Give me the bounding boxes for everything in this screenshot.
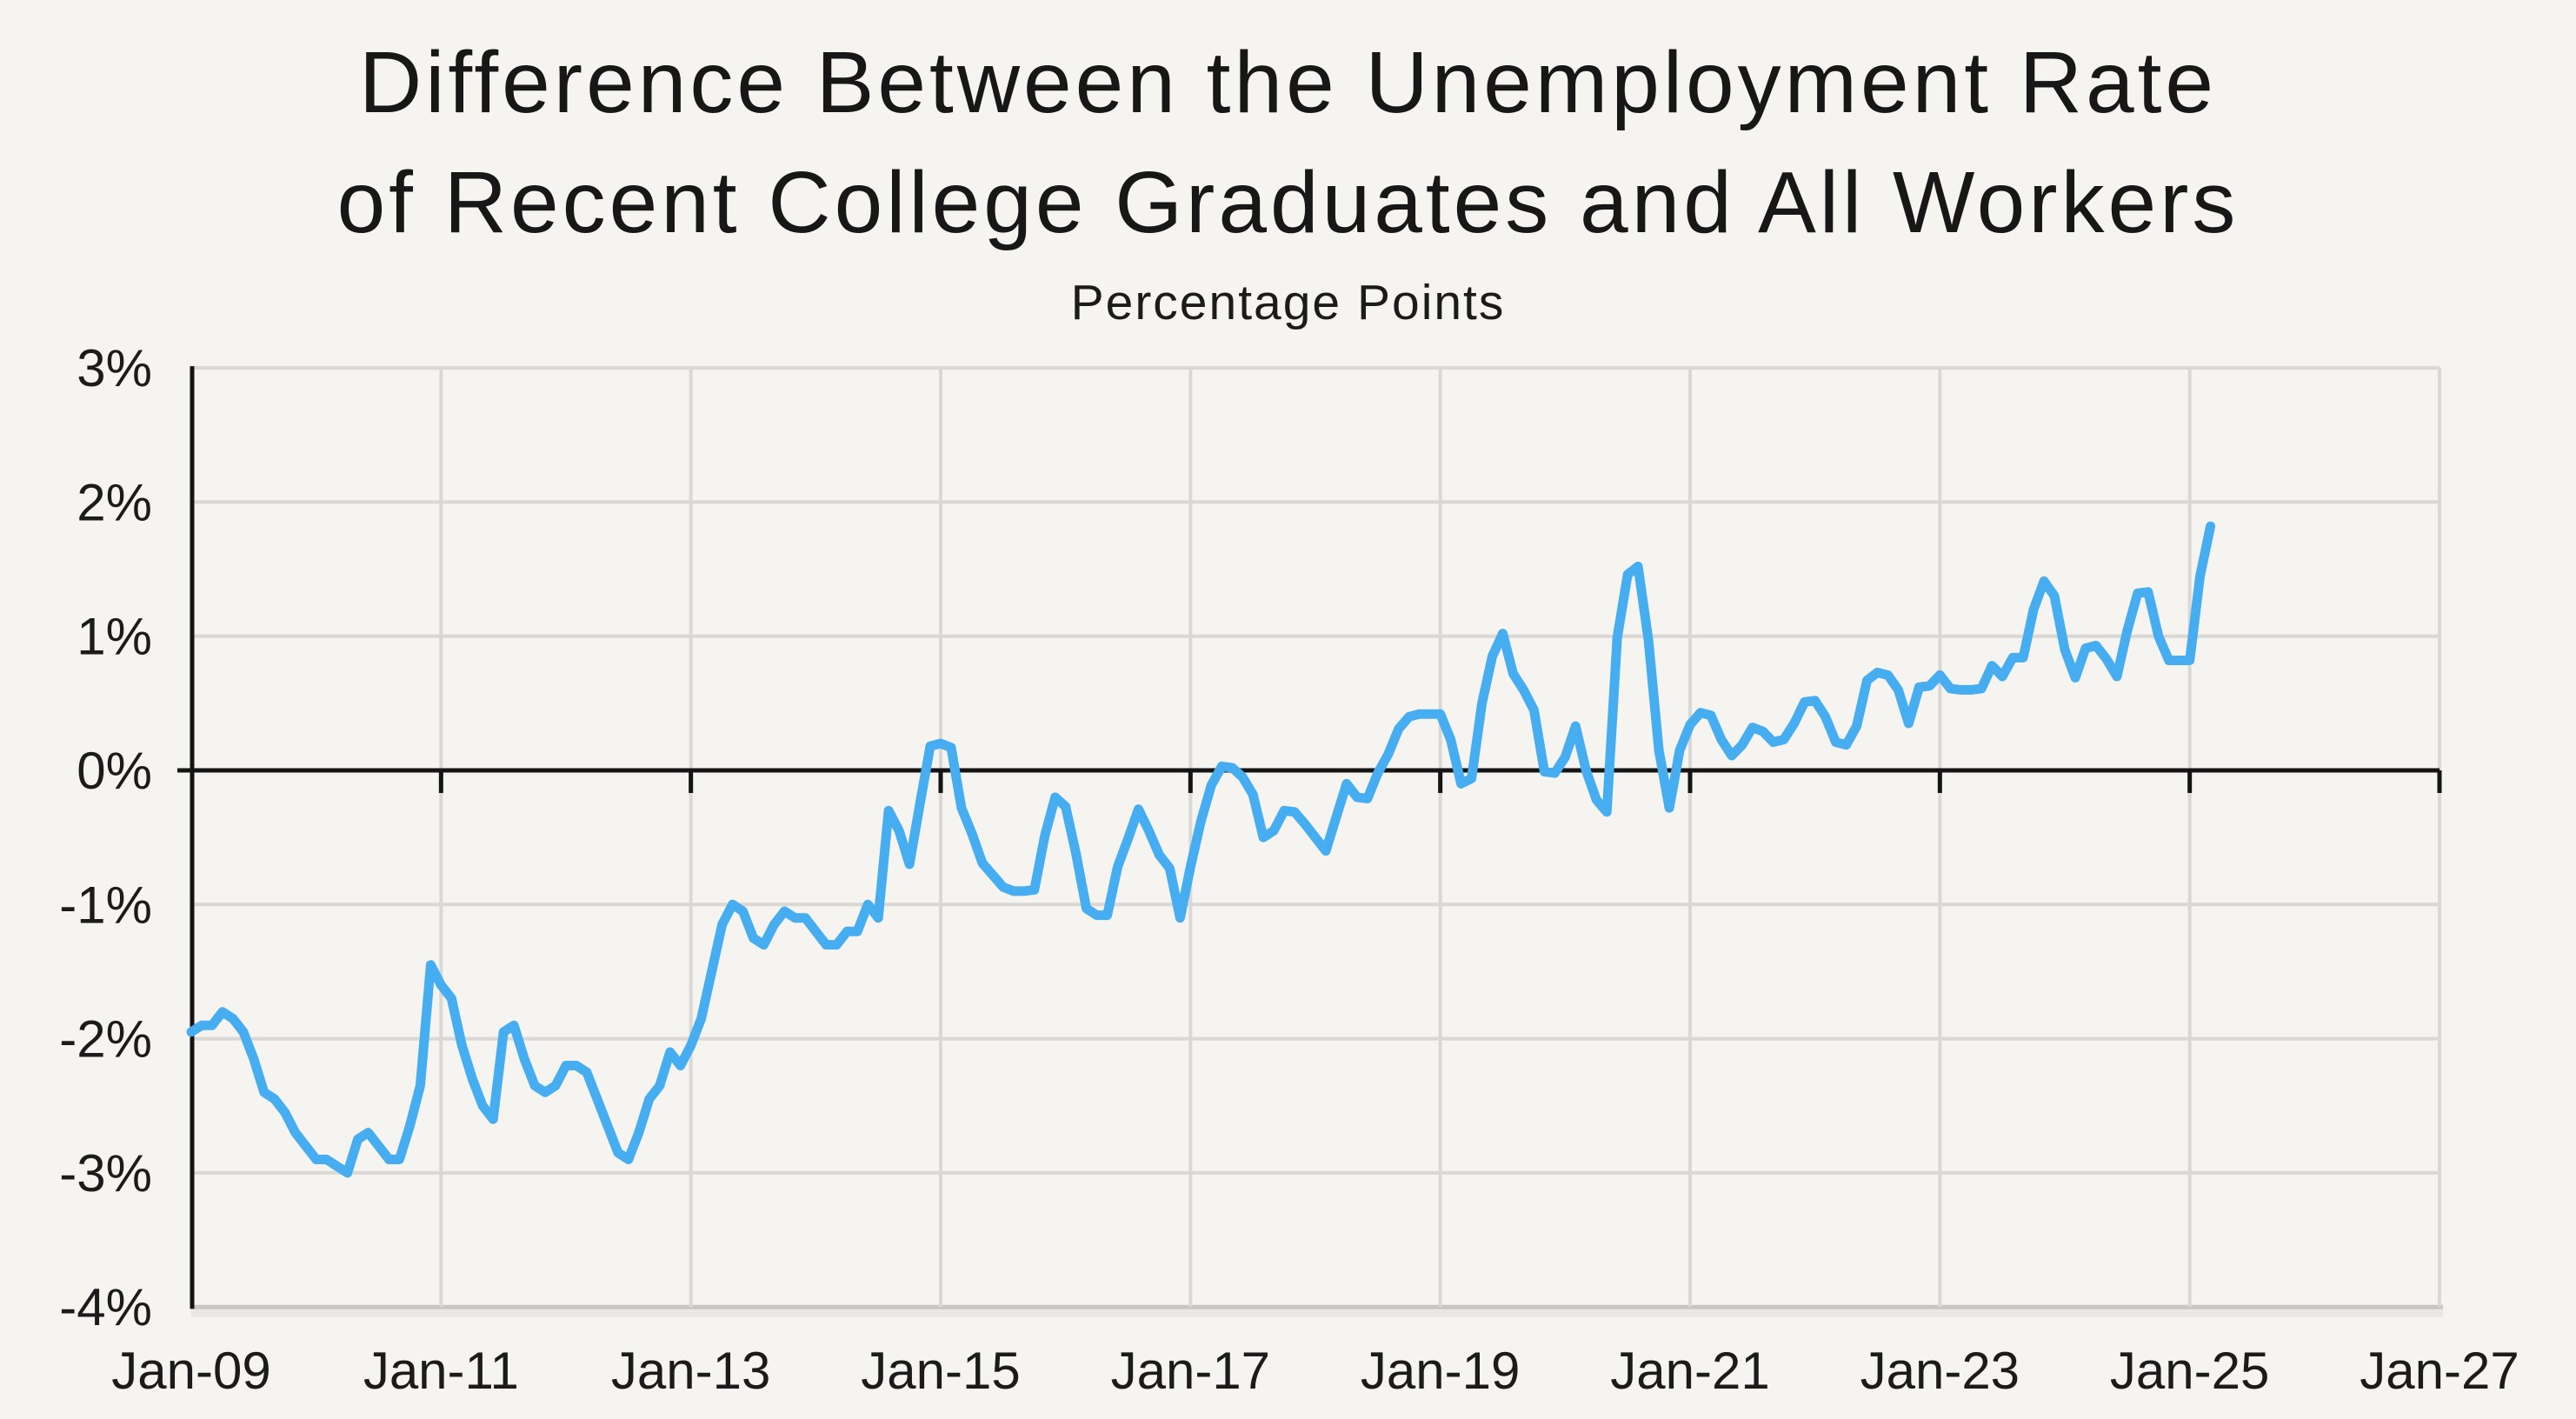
x-tick-label: Jan-21 [1610,1342,1769,1400]
y-tick-label: -1% [59,876,152,934]
x-tick-label: Jan-11 [363,1342,519,1400]
y-tick-label: -4% [59,1278,152,1336]
x-tick-label: Jan-17 [1111,1342,1270,1400]
y-tick-label: 1% [77,608,152,666]
y-tick-label: -2% [59,1010,152,1069]
y-tick-label: 3% [77,339,152,397]
x-tick-label: Jan-19 [1361,1342,1520,1400]
x-tick-label: Jan-27 [2360,1342,2519,1400]
chart-title-line-1: Difference Between the Unemployment Rate [358,34,2217,131]
data-line-recent-grads-gap [186,521,2216,1178]
x-tick-label: Jan-23 [1860,1342,2020,1400]
x-tick-label: Jan-25 [2110,1342,2269,1400]
chart-title-line-2: of Recent College Graduates and All Work… [336,154,2240,251]
x-tick-label: Jan-09 [111,1342,270,1400]
y-tick-label: -3% [59,1144,152,1202]
x-tick-label: Jan-15 [861,1342,1020,1400]
y-tick-label: 2% [77,473,152,531]
chart-header: Difference Between the Unemployment Rate… [0,0,2576,334]
y-tick-label: 0% [77,742,152,800]
x-tick-label: Jan-13 [611,1342,770,1400]
chart-subtitle: Percentage Points [1070,275,1506,330]
